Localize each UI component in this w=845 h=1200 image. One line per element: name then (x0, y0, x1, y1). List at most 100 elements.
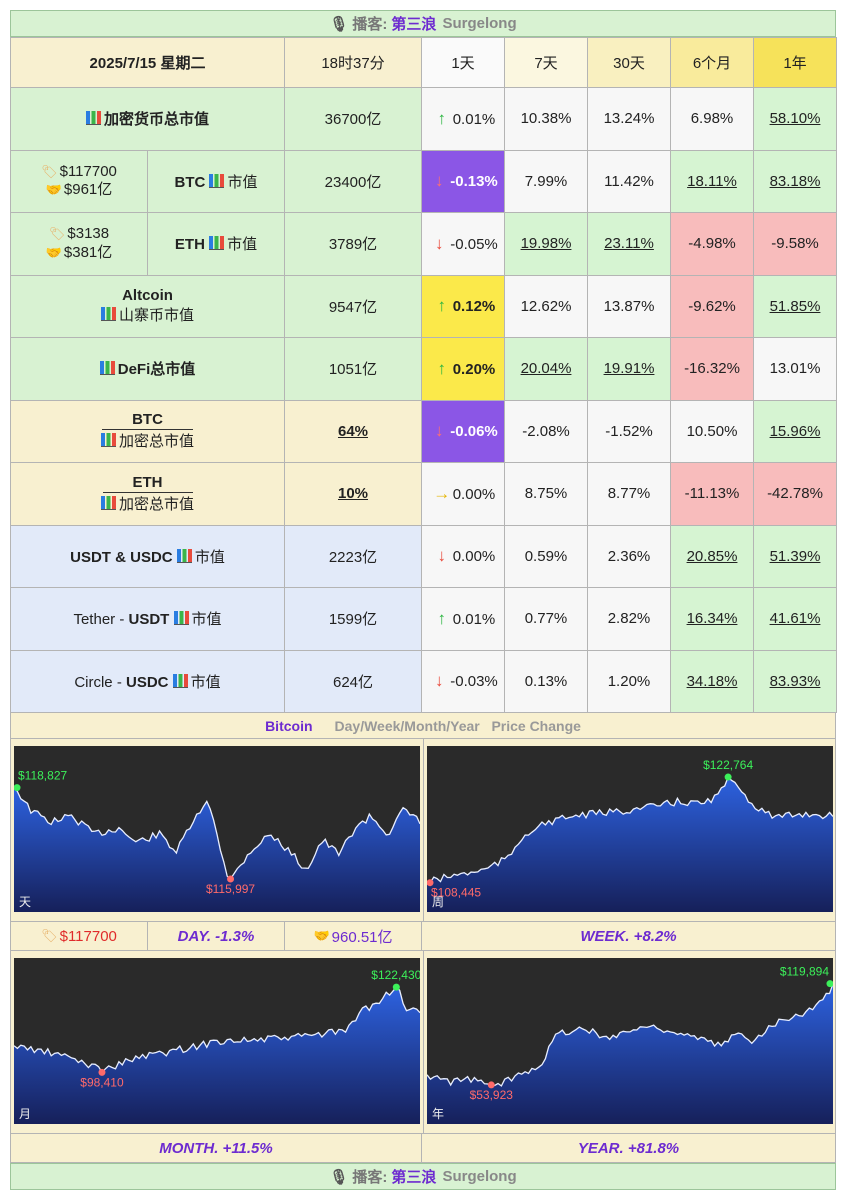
change-6m: 10.50% (670, 399, 754, 463)
change-30d: 1.20% (587, 649, 671, 713)
table-row: USDT & USDC 市值 2223亿 ↓ 0.00% 0.59% 2.36% … (10, 524, 837, 588)
summary-volume: 🤝 960.51亿 (285, 922, 422, 950)
low-price-label: $115,997 (206, 882, 255, 896)
handshake-icon: 🤝 (313, 928, 330, 943)
table-row: 🏷 $3138 🤝 $381亿 ETH 市值 3789亿 ↓ -0.05% 19.98%… (10, 212, 837, 276)
microphone-icon: 🎙 (329, 15, 349, 33)
change-1y: 58.10% (753, 87, 837, 151)
chart-month-cell: $122,430 $98,410 月 (11, 951, 423, 1133)
change-30d: 11.42% (587, 149, 671, 213)
period-6m: 6个月 (670, 37, 754, 88)
change-30d: 8.77% (587, 462, 671, 526)
arrow-down-icon: ↓ (434, 671, 444, 691)
row-label: DeFi总市值 (10, 337, 285, 401)
period-corner-label: 月 (19, 1107, 31, 1121)
change-1d: ↑ 0.20% (421, 337, 505, 401)
low-price-marker (227, 875, 235, 883)
low-price-marker (427, 879, 434, 887)
change-1y: -42.78% (753, 462, 837, 526)
arrow-down-icon: ↓ (437, 546, 446, 566)
change-1d: ↓ 0.00% (421, 524, 505, 588)
period-corner-label: 周 (432, 895, 444, 909)
row-value: 2223亿 (284, 524, 422, 588)
row-label: ETH 市值 (147, 212, 285, 276)
high-price-marker (392, 983, 400, 991)
change-30d: 19.91% (587, 337, 671, 401)
row-value: 3789亿 (284, 212, 422, 276)
period-7d: 7天 (504, 37, 588, 88)
change-7d: 8.75% (504, 462, 588, 526)
chart-icon (85, 111, 101, 126)
row-value: 23400亿 (284, 149, 422, 213)
table-row: Altcoin 山寨币市值 9547亿 ↑ 0.12% 12.62% 13.87% … (10, 274, 837, 338)
change-1y: 13.01% (753, 337, 837, 401)
change-30d: -1.52% (587, 399, 671, 463)
table-row: ETH 加密总市值 10% → 0.00% 8.75% 8.77% -11.13% … (10, 462, 837, 526)
podcast-name-en: Surgelong (442, 15, 517, 32)
change-1y: 15.96% (753, 399, 837, 463)
arrow-down-icon: ↓ (434, 421, 444, 441)
price-area (14, 787, 420, 912)
change-7d: 19.98% (504, 212, 588, 276)
summary-row-bottom: MONTH. +11.5% YEAR. +81.8% (10, 1133, 836, 1163)
market-report: 🎙 播客: 第三浪 Surgelong 2025/7/15 星期二 18时37分… (10, 10, 837, 1190)
chart-icon (173, 611, 189, 626)
change-7d: 0.77% (504, 587, 588, 651)
chart-icon (209, 173, 225, 188)
row-value: 36700亿 (284, 87, 422, 151)
podcast-label: 播客: (352, 16, 388, 33)
price-tag-icon: 🏷 (48, 226, 66, 241)
summary-month: MONTH. +11.5% (11, 1134, 422, 1162)
high-price-label: $118,827 (18, 769, 67, 783)
high-price-marker (826, 980, 833, 988)
change-1d: ↓ -0.05% (421, 212, 505, 276)
row-label: Altcoin 山寨币市值 (10, 274, 285, 338)
low-price-marker (487, 1081, 495, 1089)
price-tag-icon: 🏷 (41, 928, 58, 943)
change-6m: -16.32% (670, 337, 754, 401)
change-30d: 2.82% (587, 587, 671, 651)
period-corner-label: 年 (432, 1107, 444, 1121)
low-price-label: $98,410 (80, 1075, 124, 1089)
podcast-footer: 🎙 播客: 第三浪 Surgelong (10, 1163, 836, 1190)
arrow-up-icon: ↑ (437, 358, 446, 378)
change-1d: ↓ -0.13% (421, 149, 505, 213)
price-area (427, 983, 833, 1124)
change-1d: ↓ -0.03% (421, 649, 505, 713)
change-7d: 0.59% (504, 524, 588, 588)
chart-icon (100, 495, 116, 510)
change-6m: 20.85% (670, 524, 754, 588)
summary-week: WEEK. +8.2% (580, 927, 677, 945)
price-line (14, 986, 420, 1074)
change-30d: 13.87% (587, 274, 671, 338)
high-price-label: $122,764 (703, 758, 753, 772)
change-1y: 41.61% (753, 587, 837, 651)
change-1d: ↓ -0.06% (421, 399, 505, 463)
microphone-icon: 🎙 (329, 1168, 349, 1186)
change-30d: 23.11% (587, 212, 671, 276)
arrow-right-icon: → (433, 483, 451, 503)
change-7d: 20.04% (504, 337, 588, 401)
chart-row-top: $118,827 $115,997 天 $122,764 $108,445 周 (10, 739, 836, 921)
change-30d: 2.36% (587, 524, 671, 588)
change-6m: -11.13% (670, 462, 754, 526)
table-row: 加密货币总市值 36700亿 ↑ 0.01% 10.38% 13.24% 6.98… (10, 87, 837, 151)
change-6m: 18.11% (670, 149, 754, 213)
high-price-label: $119,894 (780, 965, 829, 979)
chart-icon (172, 673, 188, 688)
podcast-name: 第三浪 (391, 1169, 437, 1186)
arrow-up-icon: ↑ (437, 296, 446, 316)
row-value: 10% (284, 462, 422, 526)
row-label: USDT & USDC 市值 (10, 524, 285, 588)
summary-year: YEAR. +81.8% (577, 1139, 680, 1157)
change-1d: ↑ 0.12% (421, 274, 505, 338)
row-label: Tether - USDT 市值 (10, 587, 285, 651)
price-area (427, 777, 833, 912)
price-line (427, 775, 833, 884)
chart-icon (209, 236, 225, 251)
period-1y: 1年 (753, 37, 837, 88)
chart-icon (176, 548, 192, 563)
row-label: ETH 加密总市值 (10, 462, 285, 526)
section-title: Bitcoin (265, 717, 313, 734)
